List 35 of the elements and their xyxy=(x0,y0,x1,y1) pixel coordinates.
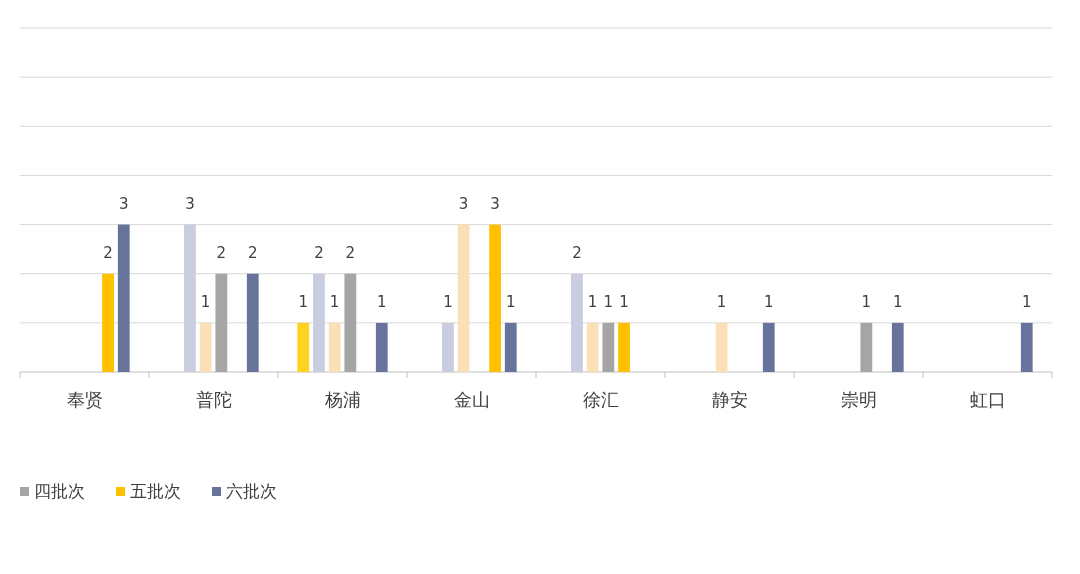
data-label: 1 xyxy=(861,292,872,311)
data-label: 2 xyxy=(572,243,582,262)
data-label: 1 xyxy=(619,292,629,311)
x-tick-label: 崇明 xyxy=(840,389,877,410)
x-tick-label: 虹口 xyxy=(969,389,1006,410)
data-label: 3 xyxy=(185,194,195,213)
data-label: 2 xyxy=(345,243,356,262)
data-label: 1 xyxy=(603,292,614,311)
x-tick-label: 金山 xyxy=(453,389,490,410)
legend-label: 五批次 xyxy=(130,481,181,501)
data-label: 1 xyxy=(200,292,211,311)
legend-label: 四批次 xyxy=(34,481,85,501)
x-tick-label: 杨浦 xyxy=(323,389,361,410)
x-tick-label: 奉贤 xyxy=(66,389,103,410)
x-tick-label: 徐汇 xyxy=(582,389,619,410)
data-label: 1 xyxy=(443,292,453,311)
data-label: 2 xyxy=(247,243,258,262)
data-label: 3 xyxy=(490,194,500,213)
data-label: 2 xyxy=(216,243,227,262)
data-label: 1 xyxy=(376,292,387,311)
x-tick-label: 静安 xyxy=(711,389,748,410)
data-label: 3 xyxy=(458,194,469,213)
data-label: 1 xyxy=(505,292,516,311)
data-label: 3 xyxy=(118,194,129,213)
data-label: 1 xyxy=(1021,292,1032,311)
legend-label: 六批次 xyxy=(226,481,277,501)
data-label: 1 xyxy=(763,292,774,311)
data-label: 1 xyxy=(716,292,727,311)
data-label: 1 xyxy=(329,292,340,311)
x-tick-label: 普陀 xyxy=(195,389,232,410)
data-label: 1 xyxy=(892,292,903,311)
data-label: 2 xyxy=(314,243,324,262)
data-label: 1 xyxy=(587,292,598,311)
data-label: 1 xyxy=(298,292,309,311)
data-label: 2 xyxy=(103,243,113,262)
